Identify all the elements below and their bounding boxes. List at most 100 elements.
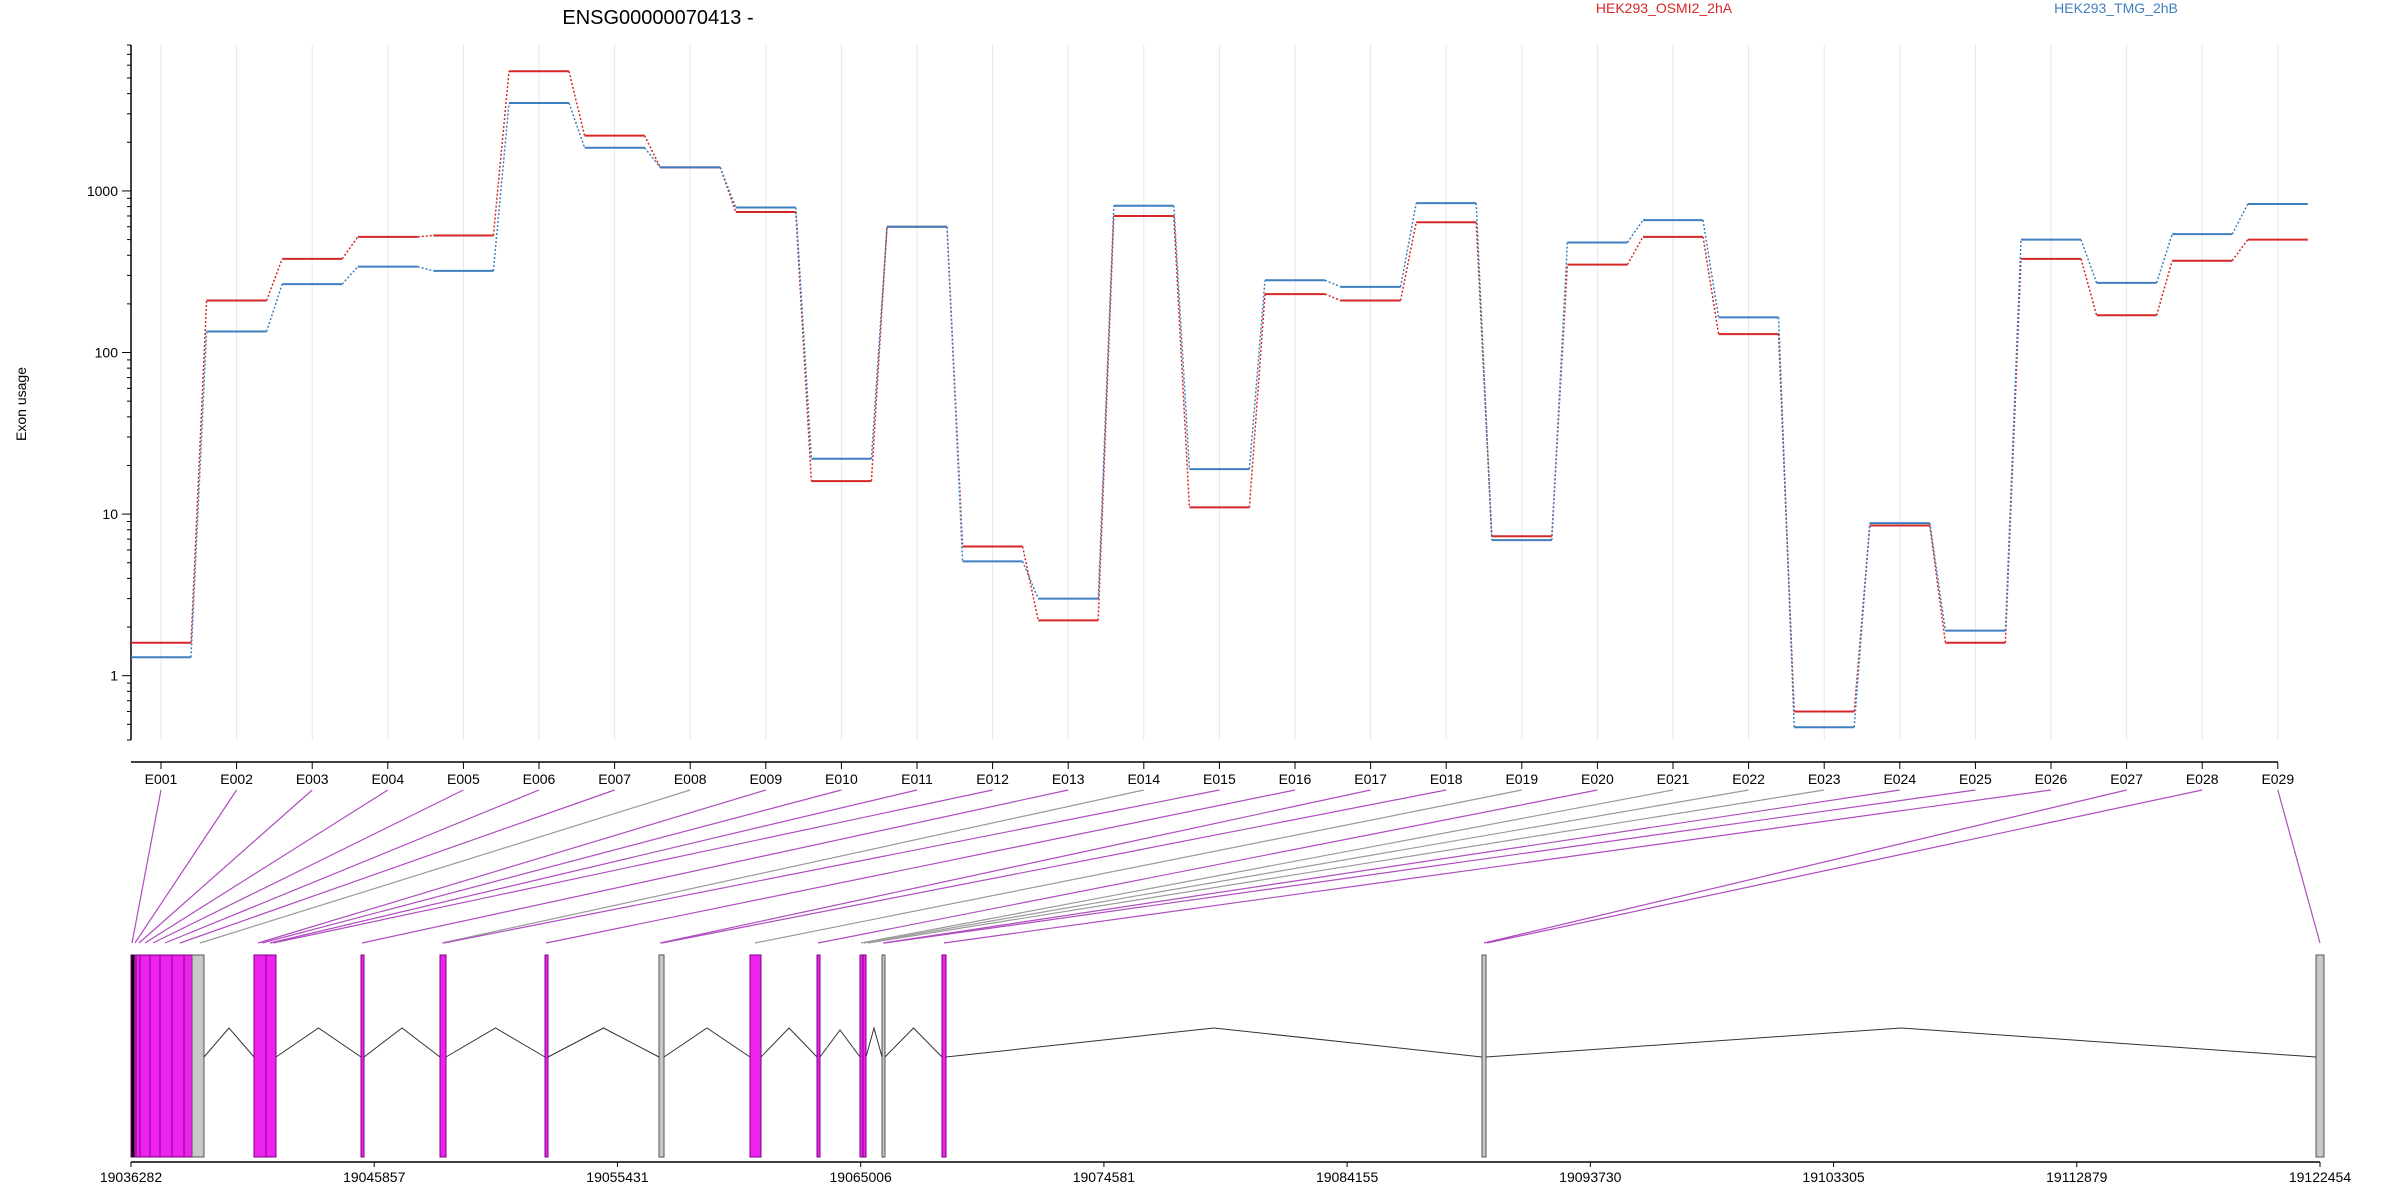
exon-connector: [443, 789, 1220, 944]
transition-line: [1399, 222, 1417, 301]
exon-box: [439, 954, 447, 1158]
exon-connector: [144, 789, 389, 944]
x-tick-label: E012: [976, 771, 1009, 787]
exon-connector: [138, 789, 313, 944]
transition-line: [1097, 215, 1115, 621]
coord-tick-label: 19065006: [830, 1169, 893, 1185]
transition-line: [568, 71, 586, 136]
y-tick-label: 100: [95, 345, 119, 361]
exon-connector: [860, 789, 1674, 944]
transition-line: [1399, 203, 1417, 287]
exon-connector: [441, 789, 1144, 944]
intron-line: [203, 1027, 255, 1058]
transition-line: [1097, 205, 1115, 599]
x-tick-label: E026: [2035, 771, 2068, 787]
transition-line: [2080, 258, 2098, 316]
exon-connector: [361, 789, 1069, 944]
exon-box: [658, 954, 665, 1158]
x-tick-label: E017: [1354, 771, 1387, 787]
transition-line: [870, 226, 888, 482]
exon-box: [135, 954, 141, 1158]
transition-line: [1021, 546, 1039, 621]
x-tick-label: E014: [1127, 771, 1160, 787]
exon-connector: [1486, 789, 2203, 944]
transition-line: [870, 226, 888, 459]
exon-box: [253, 954, 267, 1158]
exon-connector: [545, 789, 1296, 944]
exon-box: [544, 954, 549, 1158]
x-tick-label: E015: [1203, 771, 1236, 787]
transition-line: [1702, 236, 1720, 335]
transition-line: [417, 265, 434, 272]
x-tick-label: E029: [2261, 771, 2294, 787]
exon-connector: [261, 789, 842, 944]
transition-line: [2155, 260, 2173, 316]
transition-line: [568, 102, 586, 149]
exon-connector: [152, 789, 464, 944]
y-tick-label: 1000: [87, 183, 118, 199]
x-tick-label: E009: [749, 771, 782, 787]
x-tick-label: E004: [371, 771, 404, 787]
exon-box: [816, 954, 821, 1158]
transition-line: [1626, 236, 1644, 265]
coord-tick-label: 19045857: [343, 1169, 406, 1185]
transition-line: [2155, 233, 2173, 284]
x-tick-label: E010: [825, 771, 858, 787]
transition-line: [265, 258, 283, 301]
transition-line: [1324, 293, 1341, 302]
coord-tick-label: 19112879: [2046, 1169, 2107, 1185]
transition-line: [341, 236, 359, 260]
exon-connector: [269, 789, 918, 944]
intron-line: [547, 1027, 660, 1058]
intron-line: [275, 1027, 362, 1058]
exon-connector: [943, 789, 2052, 944]
exon-box: [862, 954, 867, 1158]
transition-line: [2231, 239, 2249, 262]
exon-box: [183, 954, 193, 1158]
chart-title: ENSG00000070413 -: [562, 7, 753, 29]
coord-tick-label: 19093730: [1559, 1169, 1622, 1185]
transition-line: [265, 283, 283, 332]
x-tick-label: E008: [674, 771, 707, 787]
transition-line: [643, 135, 661, 168]
transition-line: [1929, 522, 1947, 631]
x-tick-label: E024: [1883, 771, 1916, 787]
intron-line: [445, 1027, 546, 1058]
transition-line: [719, 167, 737, 213]
exon-connector: [882, 789, 1900, 944]
transition-line: [946, 226, 964, 562]
x-tick-label: E003: [296, 771, 329, 787]
exon-connector: [2277, 789, 2321, 944]
transition-line: [190, 300, 208, 643]
exon-box: [1481, 954, 1487, 1158]
x-tick-label: E023: [1808, 771, 1841, 787]
exon-connector: [817, 789, 1598, 944]
transition-line: [2231, 203, 2249, 235]
transition-line: [795, 207, 813, 459]
coord-tick-label: 19074581: [1073, 1169, 1136, 1185]
exon-connector: [884, 789, 1976, 944]
exon-connector: [1483, 789, 2127, 944]
exon-connector: [179, 789, 615, 944]
exon-connector: [754, 789, 1522, 944]
exon-connector: [659, 789, 1371, 944]
transition-line: [1248, 294, 1266, 508]
exon-box: [360, 954, 365, 1158]
exon-connector: [863, 789, 1749, 944]
x-tick-label: E028: [2186, 771, 2219, 787]
coord-tick-label: 19036282: [100, 1169, 163, 1185]
x-tick-label: E001: [145, 771, 178, 787]
exon-box: [941, 954, 947, 1158]
transition-line: [492, 102, 510, 271]
intron-line: [760, 1027, 818, 1058]
x-tick-label: E018: [1430, 771, 1463, 787]
exon-connectors: [131, 789, 2321, 944]
exon-box: [881, 954, 886, 1158]
transition-line: [644, 147, 661, 168]
transition-line: [1551, 242, 1569, 541]
exon-box: [171, 954, 185, 1158]
x-tick-label: E006: [523, 771, 556, 787]
intron-line: [663, 1027, 751, 1058]
transition-line: [1702, 219, 1720, 318]
grid-lines: [160, 45, 2279, 740]
